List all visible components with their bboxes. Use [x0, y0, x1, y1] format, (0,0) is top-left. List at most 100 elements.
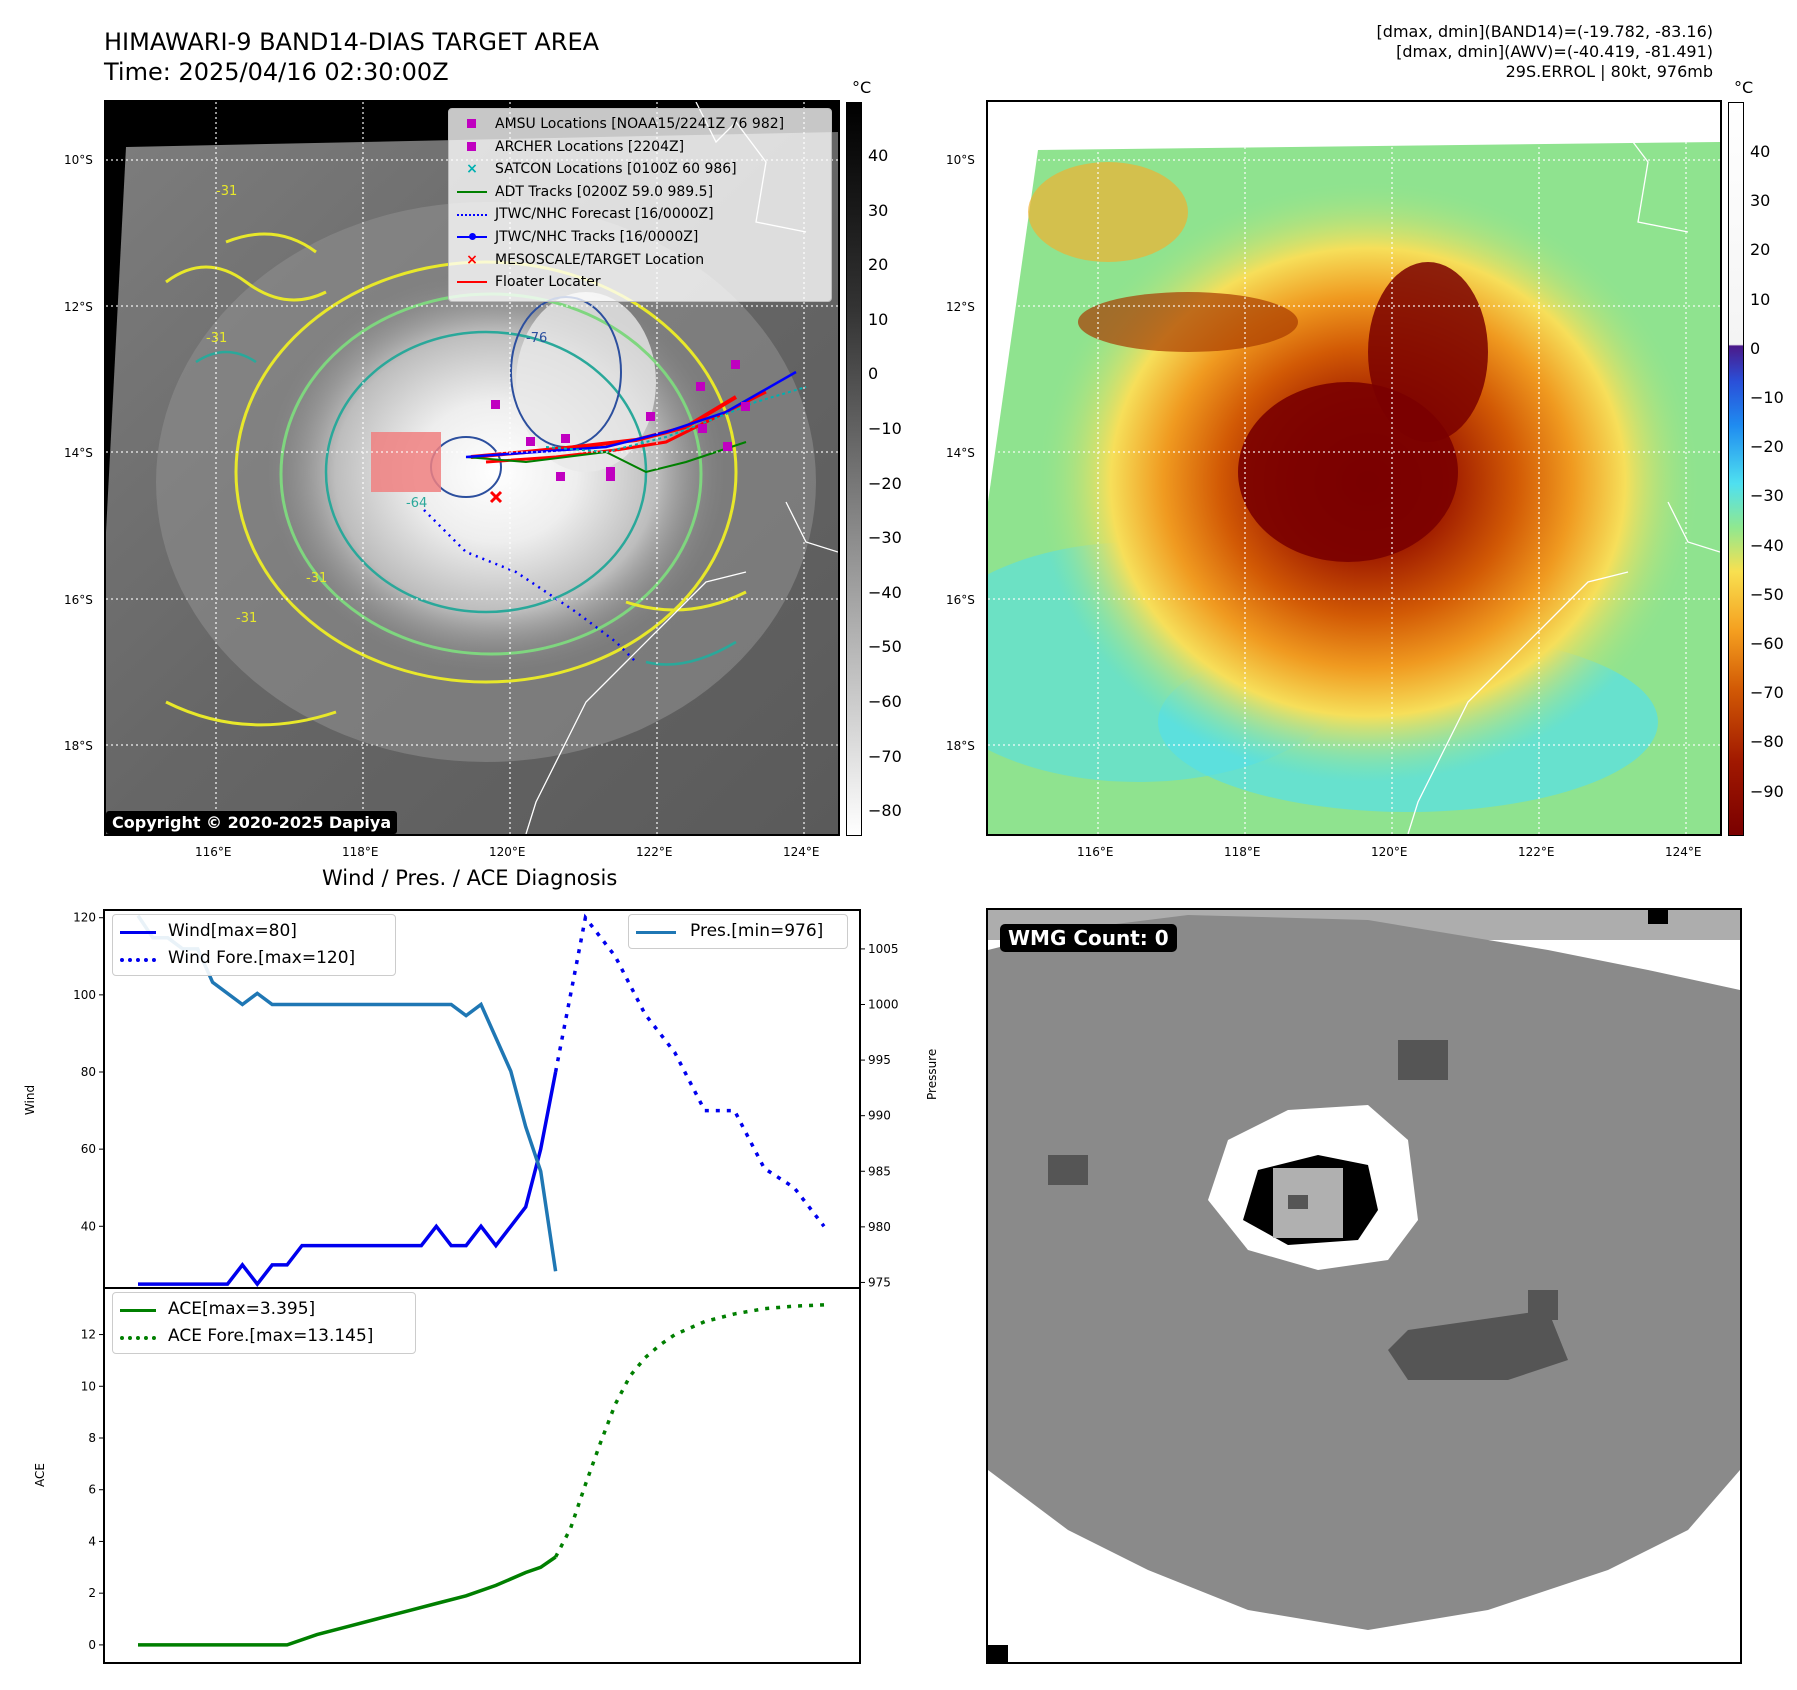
line-marker-icon [636, 924, 682, 940]
contour-label: -31 [206, 331, 227, 346]
y-tick-label: 12 [81, 1328, 96, 1342]
lat-label: 12°S [946, 300, 975, 314]
y-tick-label: 4 [88, 1534, 96, 1548]
lat-label: 16°S [946, 593, 975, 607]
lon-label: 116°E [1077, 845, 1114, 859]
lon-label: 118°E [1224, 845, 1261, 859]
meta-awv: [dmax, dmin](AWV)=(-40.419, -81.491) [1396, 42, 1713, 61]
y-tick-label: 40 [81, 1219, 96, 1233]
colorbar-tick-label: −30 [868, 528, 902, 548]
dotted-line-icon [120, 1329, 160, 1345]
lon-label: 122°E [1518, 845, 1555, 859]
y-tick-label: 120 [73, 911, 96, 925]
lat-label: 14°S [64, 446, 93, 460]
lon-label: 116°E [195, 845, 232, 859]
lat-label: 18°S [946, 739, 975, 753]
colorbar-tick-label: 30 [1750, 191, 1771, 211]
legend-label: Wind[max=80] [168, 921, 297, 941]
legend-label: ACE[max=3.395] [168, 1299, 316, 1319]
colorbar-unit: °C [852, 78, 872, 97]
lon-label: 120°E [1371, 845, 1408, 859]
legend-label: Pres.[min=976] [690, 921, 824, 941]
lat-label: 16°S [64, 593, 93, 607]
contour-label: -76 [526, 331, 547, 346]
lat-label: 10°S [64, 153, 93, 167]
y-tick-label: 995 [868, 1053, 891, 1067]
legend-item-forecast: JTWC/NHC Forecast [16/0000Z] [457, 203, 823, 226]
line-marker-icon [120, 1302, 160, 1318]
lat-label: 10°S [946, 153, 975, 167]
lon-label: 120°E [489, 845, 526, 859]
square-marker-icon [457, 116, 487, 132]
y-tick-label: 10 [81, 1379, 96, 1393]
legend-label: SATCON Locations [0100Z 60 986] [495, 161, 737, 178]
colorbar-awv [1728, 102, 1744, 836]
colorbar-tick-label: −10 [868, 419, 902, 438]
lon-label: 124°E [783, 845, 820, 859]
y-tick-label: 2 [88, 1586, 96, 1600]
colorbar-tick-label: 0 [868, 364, 879, 384]
contour-label: -64 [406, 496, 427, 511]
colorbar-tick-label: −70 [868, 746, 902, 766]
legend-item-amsu: AMSU Locations [NOAA15/2241Z 76 982] [457, 113, 823, 136]
legend-label: Wind Fore.[max=120] [168, 948, 356, 968]
legend-label: ACE Fore.[max=13.145] [168, 1326, 374, 1346]
awv-map-panel [986, 100, 1722, 836]
legend-label: Floater Locater [495, 274, 601, 291]
y-tick-label: 100 [73, 988, 96, 1002]
wind-legend: Wind[max=80] Wind Fore.[max=120] [112, 914, 396, 976]
line-marker-icon [120, 924, 160, 940]
legend-item-target: × MESOSCALE/TARGET Location [457, 249, 823, 272]
line-dot-icon [457, 229, 487, 245]
lat-label: 14°S [946, 446, 975, 460]
y-tick-label: 6 [88, 1483, 96, 1497]
colorbar-tick-label: −10 [1750, 388, 1784, 407]
series-line [138, 1071, 558, 1287]
colorbar-tick-label: −20 [868, 473, 902, 493]
legend-item-wind-forecast: Wind Fore.[max=120] [120, 945, 388, 972]
legend-item-ace: ACE[max=3.395] [120, 1296, 408, 1323]
legend-item-pressure: Pres.[min=976] [636, 918, 840, 945]
colorbar-tick-label: 20 [1750, 240, 1771, 260]
line-marker-icon [457, 274, 487, 290]
meta-band14: [dmax, dmin](BAND14)=(-19.782, -83.16) [1376, 22, 1713, 41]
legend-item-ace-forecast: ACE Fore.[max=13.145] [120, 1323, 408, 1350]
y-tick-label: 985 [868, 1164, 891, 1178]
y-tick-label: 975 [868, 1275, 891, 1289]
legend-label: MESOSCALE/TARGET Location [495, 251, 705, 268]
series-line [138, 1555, 557, 1647]
wmg-count-badge: WMG Count: 0 [1000, 924, 1177, 952]
colorbar-tick-label: 10 [868, 309, 889, 329]
legend-label: ARCHER Locations [2204Z] [495, 138, 685, 155]
colorbar-tick-label: −50 [1750, 584, 1784, 604]
contour-label: -31 [306, 571, 327, 586]
colorbar-tick-label: −60 [1750, 634, 1784, 653]
legend-item-tracks: JTWC/NHC Tracks [16/0000Z] [457, 226, 823, 249]
legend-label: AMSU Locations [NOAA15/2241Z 76 982] [495, 116, 785, 132]
lat-label: 18°S [64, 739, 93, 753]
y-tick-label: 990 [868, 1109, 891, 1123]
contour-label: -31 [236, 611, 257, 626]
series-line [553, 913, 826, 1228]
legend-item-archer: ARCHER Locations [2204Z] [457, 136, 823, 159]
pressure-legend: Pres.[min=976] [628, 914, 848, 949]
figure-title: HIMAWARI-9 BAND14-DIAS TARGET AREA [104, 28, 600, 56]
diagnosis-title: Wind / Pres. / ACE Diagnosis [322, 866, 618, 890]
ir-map-panel: -31 -31 -31 -64 -76 -31 AMSU Locations [… [104, 100, 840, 836]
colorbar-tick-label: −20 [1750, 437, 1784, 457]
y-tick-label: 60 [81, 1142, 96, 1156]
colorbar-tick-label: −80 [868, 801, 902, 821]
legend-label: ADT Tracks [0200Z 59.0 989.5] [495, 183, 714, 200]
dotted-line-icon [457, 207, 487, 223]
colorbar-tick-label: 30 [868, 200, 889, 220]
legend-item-adt: ADT Tracks [0200Z 59.0 989.5] [457, 181, 823, 204]
lon-label: 118°E [342, 845, 379, 859]
meta-storm: 29S.ERROL | 80kt, 976mb [1505, 62, 1713, 81]
colorbar-tick-label: −90 [1750, 781, 1784, 801]
legend-label: JTWC/NHC Forecast [16/0000Z] [495, 206, 714, 223]
wmg-panel: WMG Count: 0 [986, 908, 1742, 1664]
colorbar-tick-label: 40 [868, 146, 889, 165]
colorbar-tick-label: −40 [1750, 535, 1784, 555]
pressure-axis-label-html: Pressure [925, 1048, 939, 1100]
copyright-badge: Copyright © 2020-2025 Dapiya [106, 811, 398, 834]
